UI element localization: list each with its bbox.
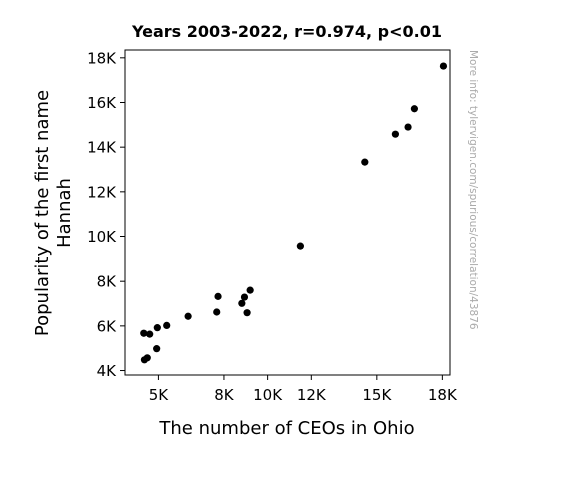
data-point <box>391 130 399 138</box>
y-axis-label-line-1: Popularity of the first name <box>32 90 53 336</box>
y-axis-label: Popularity of the first name Hannah <box>32 90 75 336</box>
y-tick-label: 10K <box>87 228 117 246</box>
y-tick-label: 12K <box>87 183 117 201</box>
data-point <box>153 345 161 353</box>
data-point <box>146 330 154 338</box>
data-point <box>246 286 254 294</box>
data-point <box>410 105 418 113</box>
plot-area <box>124 49 451 376</box>
data-point <box>140 329 148 337</box>
data-point <box>238 299 246 307</box>
data-point <box>153 324 161 332</box>
data-point <box>240 293 249 301</box>
data-points <box>140 62 448 364</box>
x-tick-label: 8K <box>214 386 235 404</box>
x-tick-label: 12K <box>297 386 327 404</box>
x-tick-label: 15K <box>362 386 392 404</box>
y-tick-label: 14K <box>87 139 117 157</box>
data-point <box>361 158 369 166</box>
data-point <box>404 123 412 131</box>
chart-title: Years 2003-2022, r=0.974, p<0.01 <box>131 22 442 41</box>
y-tick-label: 16K <box>87 94 117 112</box>
y-tick-label: 18K <box>87 49 117 67</box>
x-tick-label: 10K <box>253 386 283 404</box>
y-tick-label: 4K <box>97 362 118 380</box>
y-tick-label: 8K <box>97 273 118 291</box>
y-axis-label-line-2: Hannah <box>54 178 75 248</box>
data-point <box>184 312 192 320</box>
y-tick-label: 6K <box>97 317 118 335</box>
x-axis-label: The number of CEOs in Ohio <box>158 418 414 439</box>
data-point <box>163 321 171 330</box>
data-point <box>143 354 151 362</box>
x-axis-ticks: 5K 8K 10K 12K 15K 18K <box>149 375 458 404</box>
data-point <box>296 242 304 250</box>
y-axis-ticks: 4K 6K 8K 10K 12K 14K 16K 18K <box>87 49 125 380</box>
data-point <box>243 309 251 317</box>
data-point <box>214 292 222 300</box>
x-tick-label: 18K <box>428 386 458 404</box>
data-point <box>439 62 448 70</box>
source-note: More info: tylervigen.com/spurious/corre… <box>467 50 479 330</box>
data-point <box>213 308 221 316</box>
x-tick-label: 5K <box>149 386 170 404</box>
